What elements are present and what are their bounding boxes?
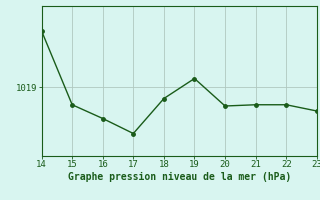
- X-axis label: Graphe pression niveau de la mer (hPa): Graphe pression niveau de la mer (hPa): [68, 172, 291, 182]
